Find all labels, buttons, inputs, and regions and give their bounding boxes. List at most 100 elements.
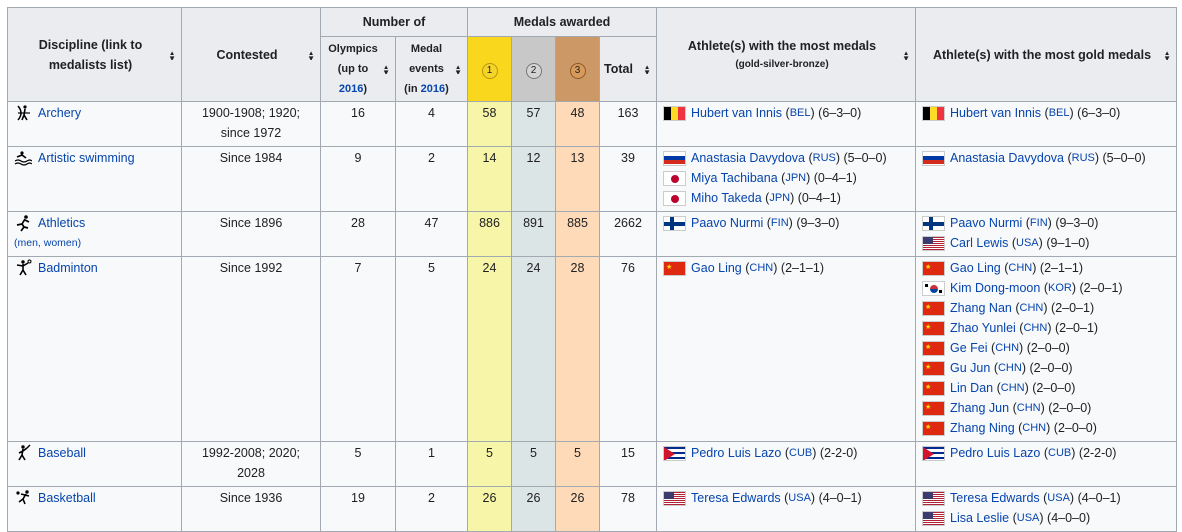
athlete-link[interactable]: Zhao Yunlei (950, 321, 1016, 335)
country-code-link[interactable]: KOR (1048, 282, 1072, 294)
sort-icon[interactable]: ▲ ▼ (454, 64, 462, 74)
country-code-link[interactable]: CUB (1048, 447, 1072, 459)
olympics-header-line1: Olympics (328, 43, 378, 55)
country-code-link[interactable]: CHN (1022, 422, 1047, 434)
athlete-link[interactable]: Kim Dong-moon (950, 281, 1041, 295)
discipline-cell: Athletics (men, women) (7, 211, 182, 257)
athlete-link[interactable]: Gao Ling (691, 261, 742, 275)
country-code-link[interactable]: CHN (1016, 402, 1041, 414)
silver-medal-icon: 2 (525, 63, 542, 79)
medal-record: (9–1–0) (1046, 236, 1090, 250)
discipline-header[interactable]: Discipline (link to medalists list) ▲ ▼ (7, 7, 182, 102)
athlete-link[interactable]: Gu Jun (950, 361, 991, 375)
country-code-link[interactable]: CHN (749, 262, 774, 274)
sort-icon[interactable]: ▲ ▼ (902, 49, 911, 60)
total-cell: 39 (598, 146, 658, 212)
most-gold-athlete: Lisa Leslie (USA) (4–0–0) (922, 508, 1170, 528)
athlete-link[interactable]: Miya Tachibana (691, 171, 778, 185)
country-code-link[interactable]: BEL (1048, 107, 1070, 119)
athlete-link[interactable]: Teresa Edwards (950, 491, 1040, 505)
athlete-link[interactable]: Pedro Luis Lazo (691, 446, 782, 460)
flag-kor-icon (922, 280, 946, 296)
events-year-link[interactable]: 2016 (420, 83, 446, 95)
medal-record: (2-2-0) (819, 446, 858, 460)
athlete-link[interactable]: Pedro Luis Lazo (950, 446, 1041, 460)
country-code-link[interactable]: CUB (789, 447, 813, 459)
athlete-link[interactable]: Hubert van Innis (691, 106, 783, 120)
sort-icon[interactable]: ▲ ▼ (382, 64, 390, 74)
discipline-link[interactable]: Athletics (38, 216, 86, 230)
discipline-link[interactable]: Artistic swimming (38, 151, 135, 165)
olympics-header[interactable]: Olympics (up to 2016) ▲ ▼ (320, 36, 396, 102)
gold-cell: 24 (467, 256, 512, 442)
most-medals-header[interactable]: Athlete(s) with the most medals (gold-sil… (656, 7, 917, 102)
total-header-label: Total (604, 62, 633, 76)
flag-usa-icon (922, 235, 946, 251)
athlete-link[interactable]: Zhang Jun (950, 401, 1010, 415)
country-code-link[interactable]: USA (1016, 512, 1040, 524)
gold-cell: 14 (467, 146, 512, 212)
country-code-link[interactable]: BEL (789, 107, 811, 119)
most-gold-cell: Pedro Luis Lazo (CUB) (2-2-0) (915, 441, 1178, 487)
country-code-link[interactable]: JPN (785, 172, 807, 184)
athlete-link[interactable]: Paavo Nurmi (691, 216, 764, 230)
discipline-link[interactable]: Archery (38, 106, 82, 120)
contested-header[interactable]: Contested ▲ ▼ (181, 7, 321, 102)
events-header-line2: events (409, 63, 444, 75)
country-code-link[interactable]: USA (1016, 237, 1039, 249)
athlete-link[interactable]: Teresa Edwards (691, 491, 781, 505)
sort-icon[interactable]: ▲ ▼ (307, 49, 315, 60)
bronze-header[interactable]: 3 (555, 36, 600, 102)
country-code-link[interactable]: CHN (1008, 262, 1033, 274)
country-code-link[interactable]: CHN (997, 362, 1022, 374)
athlete-link[interactable]: Miho Takeda (691, 191, 762, 205)
country-code-link[interactable]: FIN (1029, 217, 1048, 229)
sort-icon[interactable]: ▲ ▼ (643, 64, 652, 74)
athlete-link[interactable]: Anastasia Davydova (691, 151, 805, 165)
most-gold-header[interactable]: Athlete(s) with the most gold medals ▲ ▼ (915, 7, 1178, 102)
most-gold-cell: Hubert van Innis (BEL) (6–3–0) (915, 101, 1178, 147)
medal-record: (2–0–0) (1053, 421, 1097, 435)
olympics-year-link[interactable]: 2016 (338, 83, 364, 95)
sort-icon[interactable]: ▲ ▼ (168, 49, 176, 60)
medal-record: (6–3–0) (818, 106, 862, 120)
country-code-link[interactable]: USA (1047, 492, 1070, 504)
athlete-link[interactable]: Paavo Nurmi (950, 216, 1023, 230)
country-code-link[interactable]: RUS (1071, 152, 1095, 164)
gold-header[interactable]: 1 (467, 36, 512, 102)
athlete-link[interactable]: Carl Lewis (950, 236, 1009, 250)
athlete-link[interactable]: Hubert van Innis (950, 106, 1042, 120)
total-header[interactable]: Total ▲ ▼ (598, 36, 658, 102)
discipline-link[interactable]: Badminton (38, 261, 98, 275)
sort-icon[interactable]: ▲ ▼ (1163, 49, 1172, 60)
athlete-link[interactable]: Lin Dan (950, 381, 994, 395)
most-gold-athlete: Paavo Nurmi (FIN) (9–3–0) (922, 213, 1170, 233)
athlete-link[interactable]: Ge Fei (950, 341, 988, 355)
discipline-link[interactable]: Baseball (38, 446, 86, 460)
silver-header[interactable]: 2 (511, 36, 556, 102)
silver-cell: 891 (511, 211, 556, 257)
athlete-link[interactable]: Zhang Ning (950, 421, 1015, 435)
athlete-link[interactable]: Zhang Nan (950, 301, 1012, 315)
gold-medal-icon: 1 (481, 63, 498, 79)
country-code-link[interactable]: CHN (1000, 382, 1025, 394)
discipline-link[interactable]: Basketball (38, 491, 96, 505)
country-code-link[interactable]: RUS (812, 152, 836, 164)
athlete-link[interactable]: Anastasia Davydova (950, 151, 1064, 165)
country-code-link[interactable]: CHN (995, 342, 1020, 354)
medal-record: (5–0–0) (843, 151, 887, 165)
country-code-link[interactable]: CHN (1019, 302, 1044, 314)
country-code-link[interactable]: FIN (770, 217, 789, 229)
discipline-note[interactable]: (men, women) (14, 237, 82, 249)
contested-header-label: Contested (216, 47, 278, 62)
medal-record: (2–0–0) (1026, 341, 1070, 355)
country-code-link[interactable]: JPN (769, 192, 791, 204)
athlete-link[interactable]: Lisa Leslie (950, 511, 1010, 525)
athlete-link[interactable]: Gao Ling (950, 261, 1001, 275)
country-code-link[interactable]: CHN (1023, 322, 1048, 334)
table-row: Basketball Since 1936 19 2 26 26 26 78 Teresa Ed… (7, 486, 1178, 532)
bronze-cell: 26 (555, 486, 600, 532)
events-header[interactable]: Medal events (in 2016) ▲ ▼ (395, 36, 468, 102)
most-medals-cell: Anastasia Davydova (RUS) (5–0–0) Miya Tac… (656, 146, 917, 212)
country-code-link[interactable]: USA (788, 492, 811, 504)
